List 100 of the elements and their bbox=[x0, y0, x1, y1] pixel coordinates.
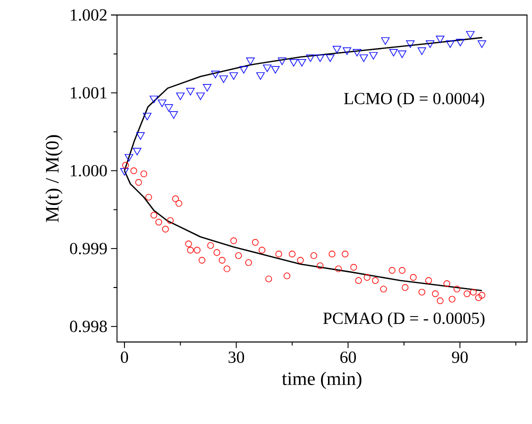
point bbox=[142, 112, 152, 120]
y-tick-label: 0.999 bbox=[70, 242, 107, 254]
point bbox=[418, 47, 426, 55]
point bbox=[224, 265, 230, 272]
x-axis-title: time (min) bbox=[282, 372, 362, 389]
series-label: LCMO (D = 0.0004) bbox=[344, 92, 484, 108]
point bbox=[145, 194, 152, 201]
point bbox=[214, 249, 220, 256]
point bbox=[155, 218, 162, 226]
point bbox=[470, 288, 477, 296]
point bbox=[239, 66, 248, 74]
point bbox=[176, 92, 185, 100]
x-tick-label: 90 bbox=[452, 352, 468, 363]
point bbox=[194, 246, 200, 254]
point bbox=[426, 40, 434, 48]
point bbox=[169, 111, 178, 119]
point bbox=[235, 252, 242, 259]
point bbox=[297, 256, 304, 264]
point bbox=[140, 170, 148, 178]
point bbox=[478, 292, 486, 299]
point bbox=[158, 100, 166, 108]
point bbox=[186, 88, 195, 96]
point bbox=[229, 72, 238, 80]
point bbox=[342, 47, 352, 55]
point bbox=[164, 104, 174, 112]
point bbox=[425, 277, 432, 284]
point bbox=[278, 58, 286, 66]
point bbox=[436, 36, 444, 44]
x-tick-label: 60 bbox=[340, 352, 356, 363]
point bbox=[246, 58, 255, 66]
point bbox=[275, 250, 282, 258]
point bbox=[150, 212, 158, 218]
point bbox=[135, 179, 142, 186]
point bbox=[122, 162, 129, 169]
point bbox=[176, 200, 182, 207]
point bbox=[369, 52, 378, 60]
point bbox=[166, 217, 174, 224]
point bbox=[364, 274, 370, 281]
y-tick-label: 1.001 bbox=[70, 87, 106, 99]
point bbox=[258, 246, 266, 254]
y-axis-title: M(t) / M(0) bbox=[45, 135, 63, 222]
point bbox=[398, 50, 406, 58]
point bbox=[288, 250, 296, 258]
y-tick-label: 1.002 bbox=[70, 9, 107, 21]
point bbox=[289, 59, 298, 67]
point bbox=[306, 54, 315, 62]
point bbox=[120, 168, 129, 176]
point bbox=[398, 267, 406, 274]
y-tick-label: 1.000 bbox=[70, 164, 107, 176]
point bbox=[406, 40, 415, 48]
point bbox=[448, 296, 456, 303]
point bbox=[207, 242, 214, 249]
point bbox=[342, 250, 348, 258]
point bbox=[381, 37, 390, 45]
point bbox=[132, 148, 142, 156]
point bbox=[162, 226, 169, 232]
point bbox=[456, 38, 465, 46]
point bbox=[332, 46, 342, 54]
point bbox=[328, 250, 336, 258]
point bbox=[478, 40, 486, 48]
point bbox=[350, 264, 358, 271]
point bbox=[198, 256, 206, 264]
point bbox=[464, 290, 470, 298]
point bbox=[454, 286, 460, 292]
point bbox=[466, 31, 475, 39]
point bbox=[202, 84, 212, 92]
point bbox=[444, 280, 450, 287]
point bbox=[418, 288, 426, 296]
point bbox=[402, 284, 408, 291]
point bbox=[187, 246, 194, 254]
point bbox=[230, 237, 238, 244]
point bbox=[124, 154, 134, 162]
point bbox=[172, 195, 179, 202]
point bbox=[326, 54, 334, 62]
point bbox=[310, 252, 318, 259]
point bbox=[360, 54, 368, 62]
point bbox=[298, 59, 306, 67]
point bbox=[388, 267, 396, 274]
point bbox=[475, 294, 482, 301]
point bbox=[218, 256, 226, 264]
point bbox=[372, 277, 379, 284]
point bbox=[130, 167, 138, 174]
point bbox=[196, 92, 205, 100]
point bbox=[136, 132, 145, 140]
point bbox=[335, 265, 342, 272]
point bbox=[410, 274, 417, 281]
point bbox=[245, 259, 252, 266]
point bbox=[389, 48, 398, 56]
point bbox=[150, 96, 158, 104]
point bbox=[316, 262, 324, 270]
point bbox=[262, 64, 272, 72]
point bbox=[284, 272, 290, 280]
series-label: PCMAO (D = - 0.0005) bbox=[323, 312, 484, 328]
point bbox=[271, 66, 280, 74]
y-tick-label: 0.998 bbox=[70, 320, 107, 332]
point bbox=[211, 70, 220, 78]
point bbox=[436, 297, 444, 304]
point bbox=[380, 286, 387, 292]
point bbox=[185, 240, 192, 248]
point bbox=[352, 48, 362, 56]
